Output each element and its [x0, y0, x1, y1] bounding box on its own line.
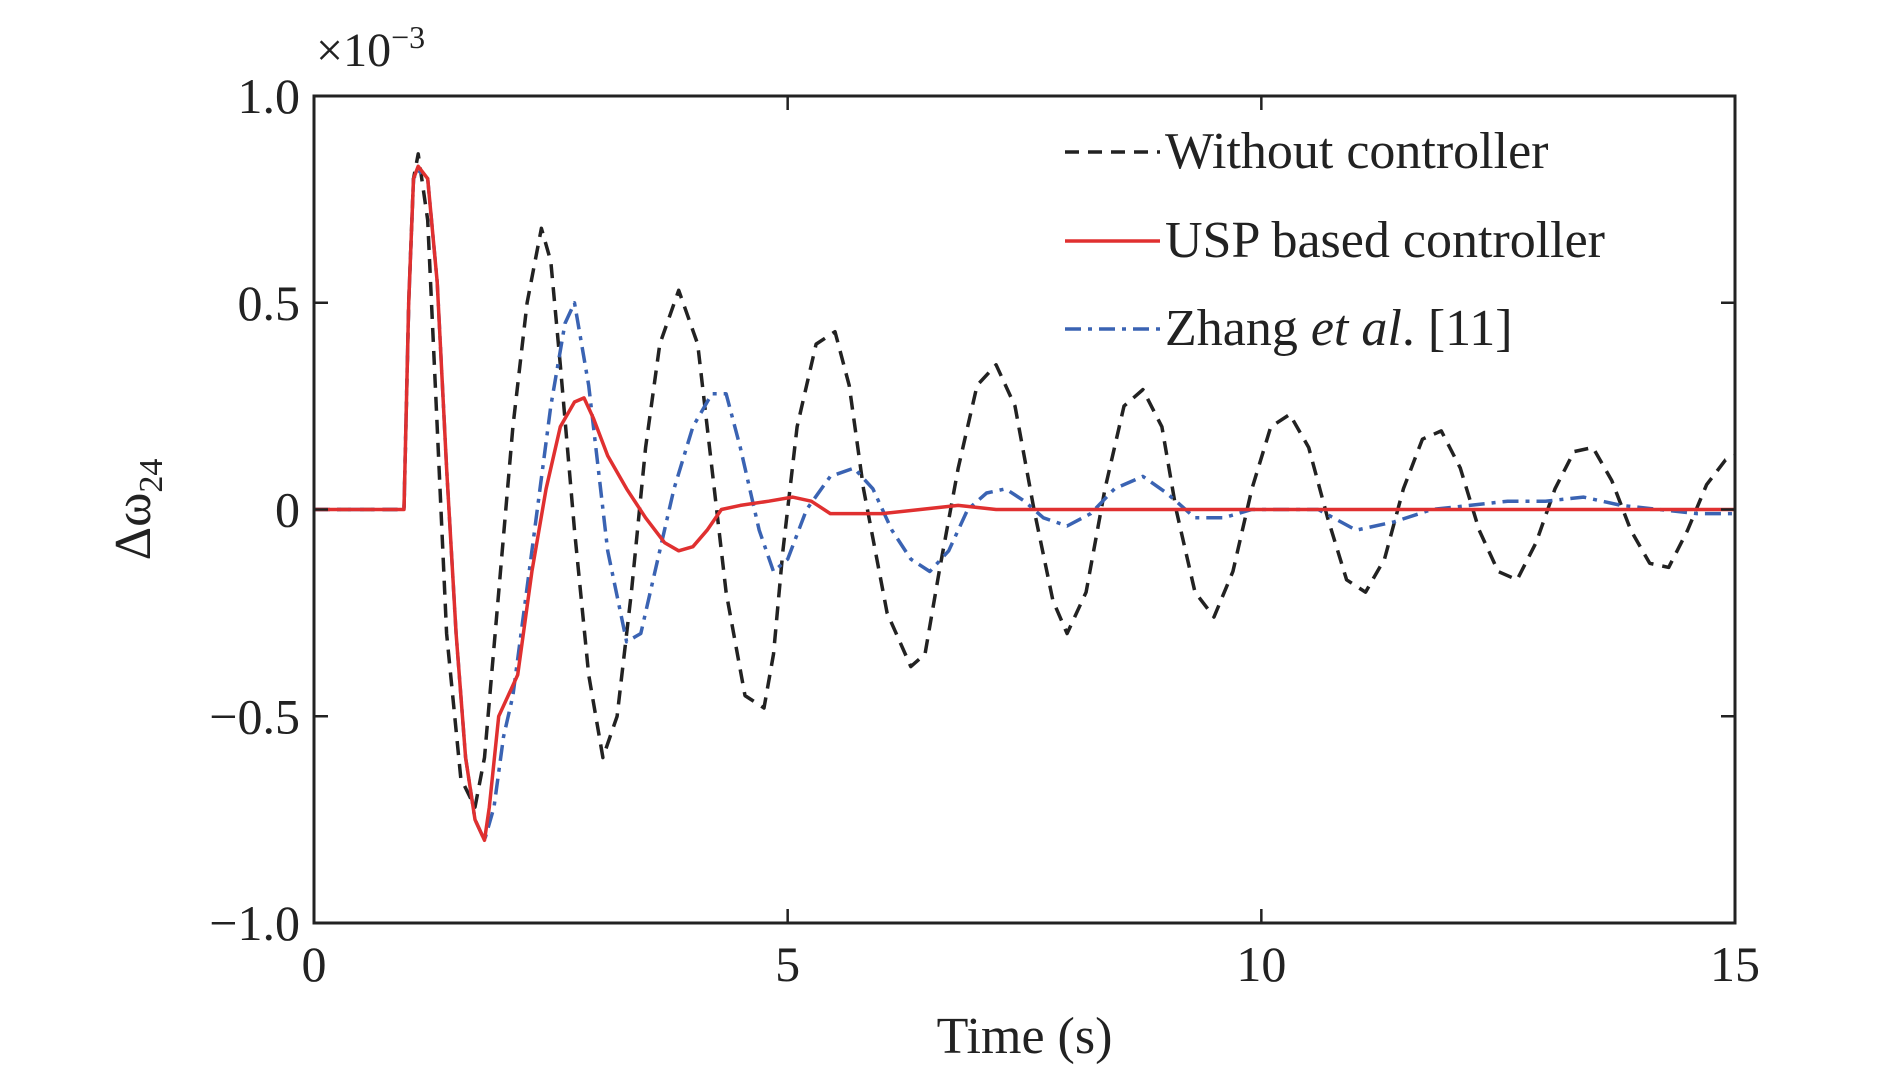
- legend-zhang-post: . [11]: [1402, 300, 1513, 357]
- legend-label-usp-controller: USP based controller: [1165, 212, 1605, 269]
- legend-zhang-pre: Zhang: [1165, 300, 1311, 357]
- y-tick-label: 1.0: [238, 68, 301, 124]
- legend-label-without-controller: Without controller: [1165, 123, 1548, 180]
- y-tick-label: −1.0: [209, 895, 300, 951]
- x-tick-label: 0: [302, 936, 327, 992]
- series-line-0: [314, 152, 1736, 809]
- series-line-1: [314, 164, 1735, 843]
- y-axis-label-main: Δω: [105, 493, 162, 561]
- ticks-layer: 0 5 10 15 1.0 0.5 0 −0.5 −1.0: [209, 68, 1760, 992]
- x-axis-label: Time (s): [937, 1008, 1113, 1065]
- y-tick-label: 0.5: [238, 275, 301, 331]
- legend-zhang-italic: et al: [1311, 300, 1402, 357]
- y-tick-label: 0: [275, 482, 300, 538]
- x-tick-label: 15: [1710, 936, 1760, 992]
- x-tick-label: 10: [1236, 936, 1286, 992]
- series-layer: [314, 152, 1736, 843]
- y-multiplier-exponent: −3: [391, 19, 425, 55]
- y-axis-label: Δω24: [105, 459, 170, 561]
- y-multiplier-base: ×10: [316, 24, 391, 77]
- y-axis-label-subscript: 24: [133, 459, 170, 493]
- x-tick-label: 5: [775, 936, 800, 992]
- legend-label-zhang: Zhang et al. [11]: [1165, 300, 1513, 357]
- y-axis-multiplier: ×10−3: [316, 19, 425, 77]
- legend: Without controller USP based controller …: [1065, 123, 1605, 357]
- y-tick-label: −0.5: [209, 688, 300, 744]
- series-line-2: [314, 168, 1735, 843]
